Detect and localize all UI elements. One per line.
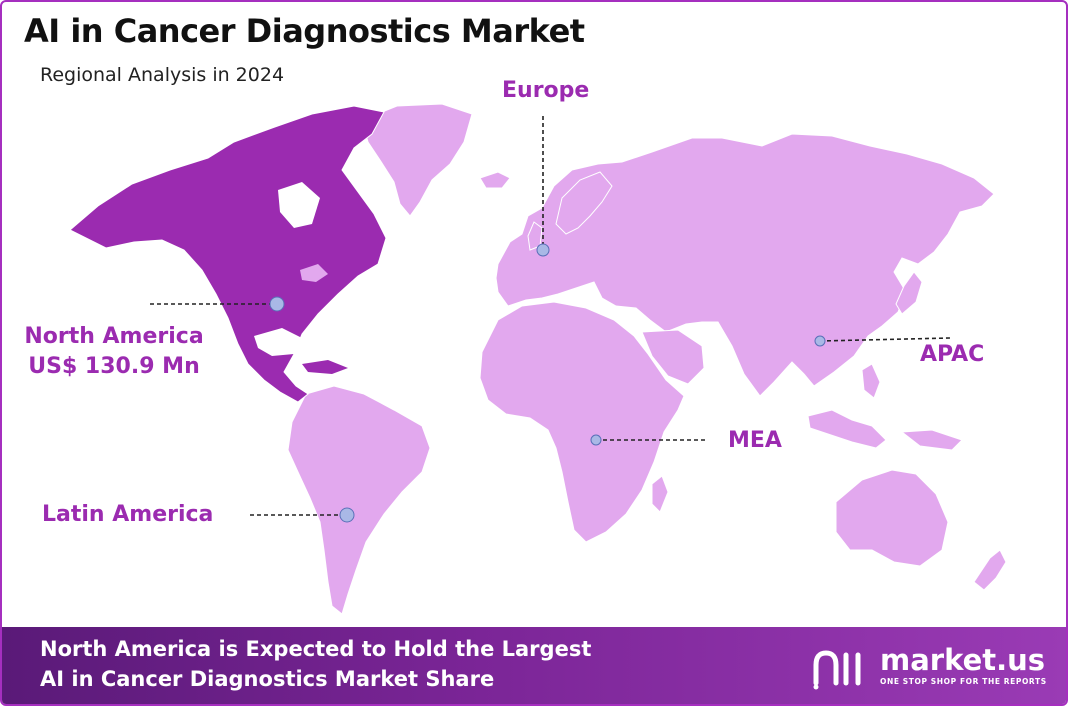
great-lakes-shape [300, 264, 328, 282]
hudson-bay-shape [278, 182, 320, 228]
world-map [69, 103, 1007, 615]
footer-line-2: AI in Cancer Diagnostics Market Share [40, 667, 495, 691]
europe-label: Europe [502, 78, 590, 103]
apac-leader-line [819, 337, 951, 342]
latin-america-marker [339, 507, 355, 523]
eurasia-shape [495, 133, 995, 397]
madagascar-shape [651, 475, 669, 513]
north-america-marker [269, 296, 285, 312]
logo-name: market.us [880, 643, 1046, 677]
mea-label: MEA [728, 428, 782, 453]
north-america-name: North America [24, 324, 204, 349]
new-zealand-shape [973, 549, 1007, 591]
caribbean-shape [302, 360, 348, 374]
north-america-value: US$ 130.9 Mn [28, 354, 200, 379]
page-subtitle: Regional Analysis in 2024 [40, 64, 285, 86]
footer-line-1: North America is Expected to Hold the La… [40, 637, 592, 661]
scandinavia-shape [555, 171, 613, 235]
market-us-logo-icon [813, 650, 861, 690]
north-america-shape [69, 105, 387, 403]
leader-lines [150, 116, 951, 516]
logo-tagline: ONE STOP SHOP FOR THE REPORTS [880, 677, 1047, 686]
iceland-shape [479, 171, 511, 189]
philippines-shape [861, 363, 881, 399]
mea-marker [590, 434, 602, 446]
land-regions [287, 103, 1007, 615]
south-america-shape [287, 385, 431, 615]
arabia-shape [641, 329, 705, 385]
markers [269, 243, 826, 523]
gulf-of-mexico-shape [254, 328, 302, 356]
sea-islands-shape [807, 409, 887, 449]
japan-shape [895, 271, 923, 315]
apac-label: APAC [920, 342, 985, 367]
apac-marker [814, 335, 826, 347]
market-us-logo: market.us ONE STOP SHOP FOR THE REPORTS [810, 643, 1055, 691]
australia-shape [835, 469, 949, 567]
footer-banner: North America is Expected to Hold the La… [2, 627, 1066, 704]
north-america-label: North America US$ 130.9 Mn [16, 322, 212, 382]
uk-shape [527, 221, 543, 251]
page-title: AI in Cancer Diagnostics Market [24, 12, 585, 50]
europe-marker [536, 243, 550, 257]
greenland-shape [361, 103, 473, 217]
new-guinea-shape [900, 429, 963, 451]
latin-america-label: Latin America [42, 502, 214, 527]
africa-shape [479, 301, 685, 543]
